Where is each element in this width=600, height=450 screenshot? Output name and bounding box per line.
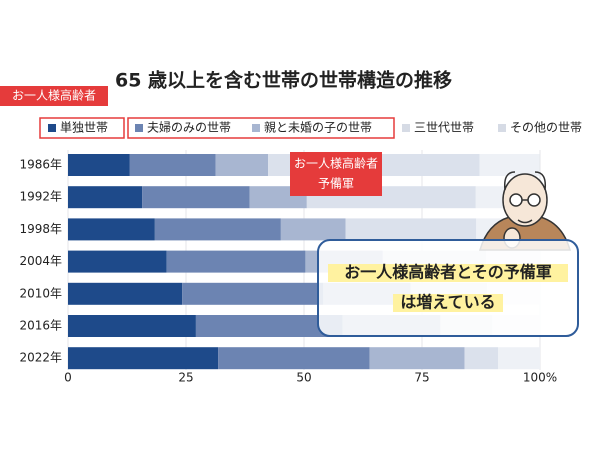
bar-segment [142, 186, 250, 209]
y-tick-label: 1992年 [19, 190, 62, 204]
x-tick-label: 50 [296, 371, 311, 385]
y-tick-label: 2016年 [19, 319, 62, 333]
x-tick-label: 25 [178, 371, 193, 385]
highlight-box [127, 117, 395, 139]
y-tick-label: 2022年 [19, 351, 62, 365]
bar-segment [68, 282, 183, 305]
legend: 単独世帯 夫婦のみの世帯 親と未婚の子の世帯 三世代世帯 その他の世帯 [48, 120, 582, 135]
x-tick-label: 100% [523, 371, 557, 385]
bar-segment [166, 250, 306, 273]
bar-segment [154, 218, 281, 241]
bar-segment [68, 315, 196, 337]
bar-segment [195, 315, 343, 337]
bar-segment [464, 347, 498, 370]
annotation-text: お一人様高齢者 [294, 156, 378, 171]
highlight-box [39, 117, 125, 139]
annotation-text: お一人様高齢者 [12, 88, 96, 103]
highlight [328, 264, 568, 282]
bar-segment [497, 347, 540, 370]
bar-segment [68, 186, 143, 209]
illustration [479, 171, 571, 251]
y-tick-label: 1998年 [19, 222, 62, 236]
callout-text: は増えている [400, 293, 495, 312]
legend-swatch [498, 124, 506, 132]
chart-title: 65 歳以上を含む世帯の世帯構造の推移 [115, 69, 452, 92]
legend-swatch [135, 124, 143, 132]
bar-segment [68, 347, 219, 370]
bar-segment [68, 250, 167, 273]
legend-swatch [402, 124, 410, 132]
bar-segment [68, 218, 155, 241]
x-tick-label: 0 [64, 371, 72, 385]
legend-swatch [48, 124, 56, 132]
annotation-box [0, 86, 108, 106]
annotation-text: 予備軍 [318, 176, 354, 191]
bar-segment [129, 154, 216, 176]
bar-segment [215, 154, 269, 176]
legend-label: 三世代世帯 [414, 121, 474, 135]
highlight [393, 294, 503, 312]
y-tick-label: 1986年 [19, 158, 62, 172]
legend-label: 夫婦のみの世帯 [147, 120, 231, 135]
legend-label: その他の世帯 [510, 121, 582, 135]
legend-label: 親と未婚の子の世帯 [264, 121, 372, 135]
y-tick-label: 2010年 [19, 286, 62, 300]
bar-segment [68, 154, 130, 176]
bar-segment [182, 282, 324, 305]
y-tick-label: 2004年 [19, 254, 62, 268]
bar-segment [280, 218, 346, 241]
annotation-box [290, 152, 382, 196]
bar-segment [369, 347, 465, 370]
bar-segment [479, 154, 540, 176]
bar-segment [218, 347, 370, 370]
bar-segment [345, 218, 477, 241]
legend-label: 単独世帯 [60, 121, 108, 135]
x-tick-label: 75 [414, 371, 429, 385]
legend-swatch [252, 124, 260, 132]
callout-box [317, 239, 579, 337]
callout-text: お一人様高齢者とその予備軍 [344, 263, 552, 282]
